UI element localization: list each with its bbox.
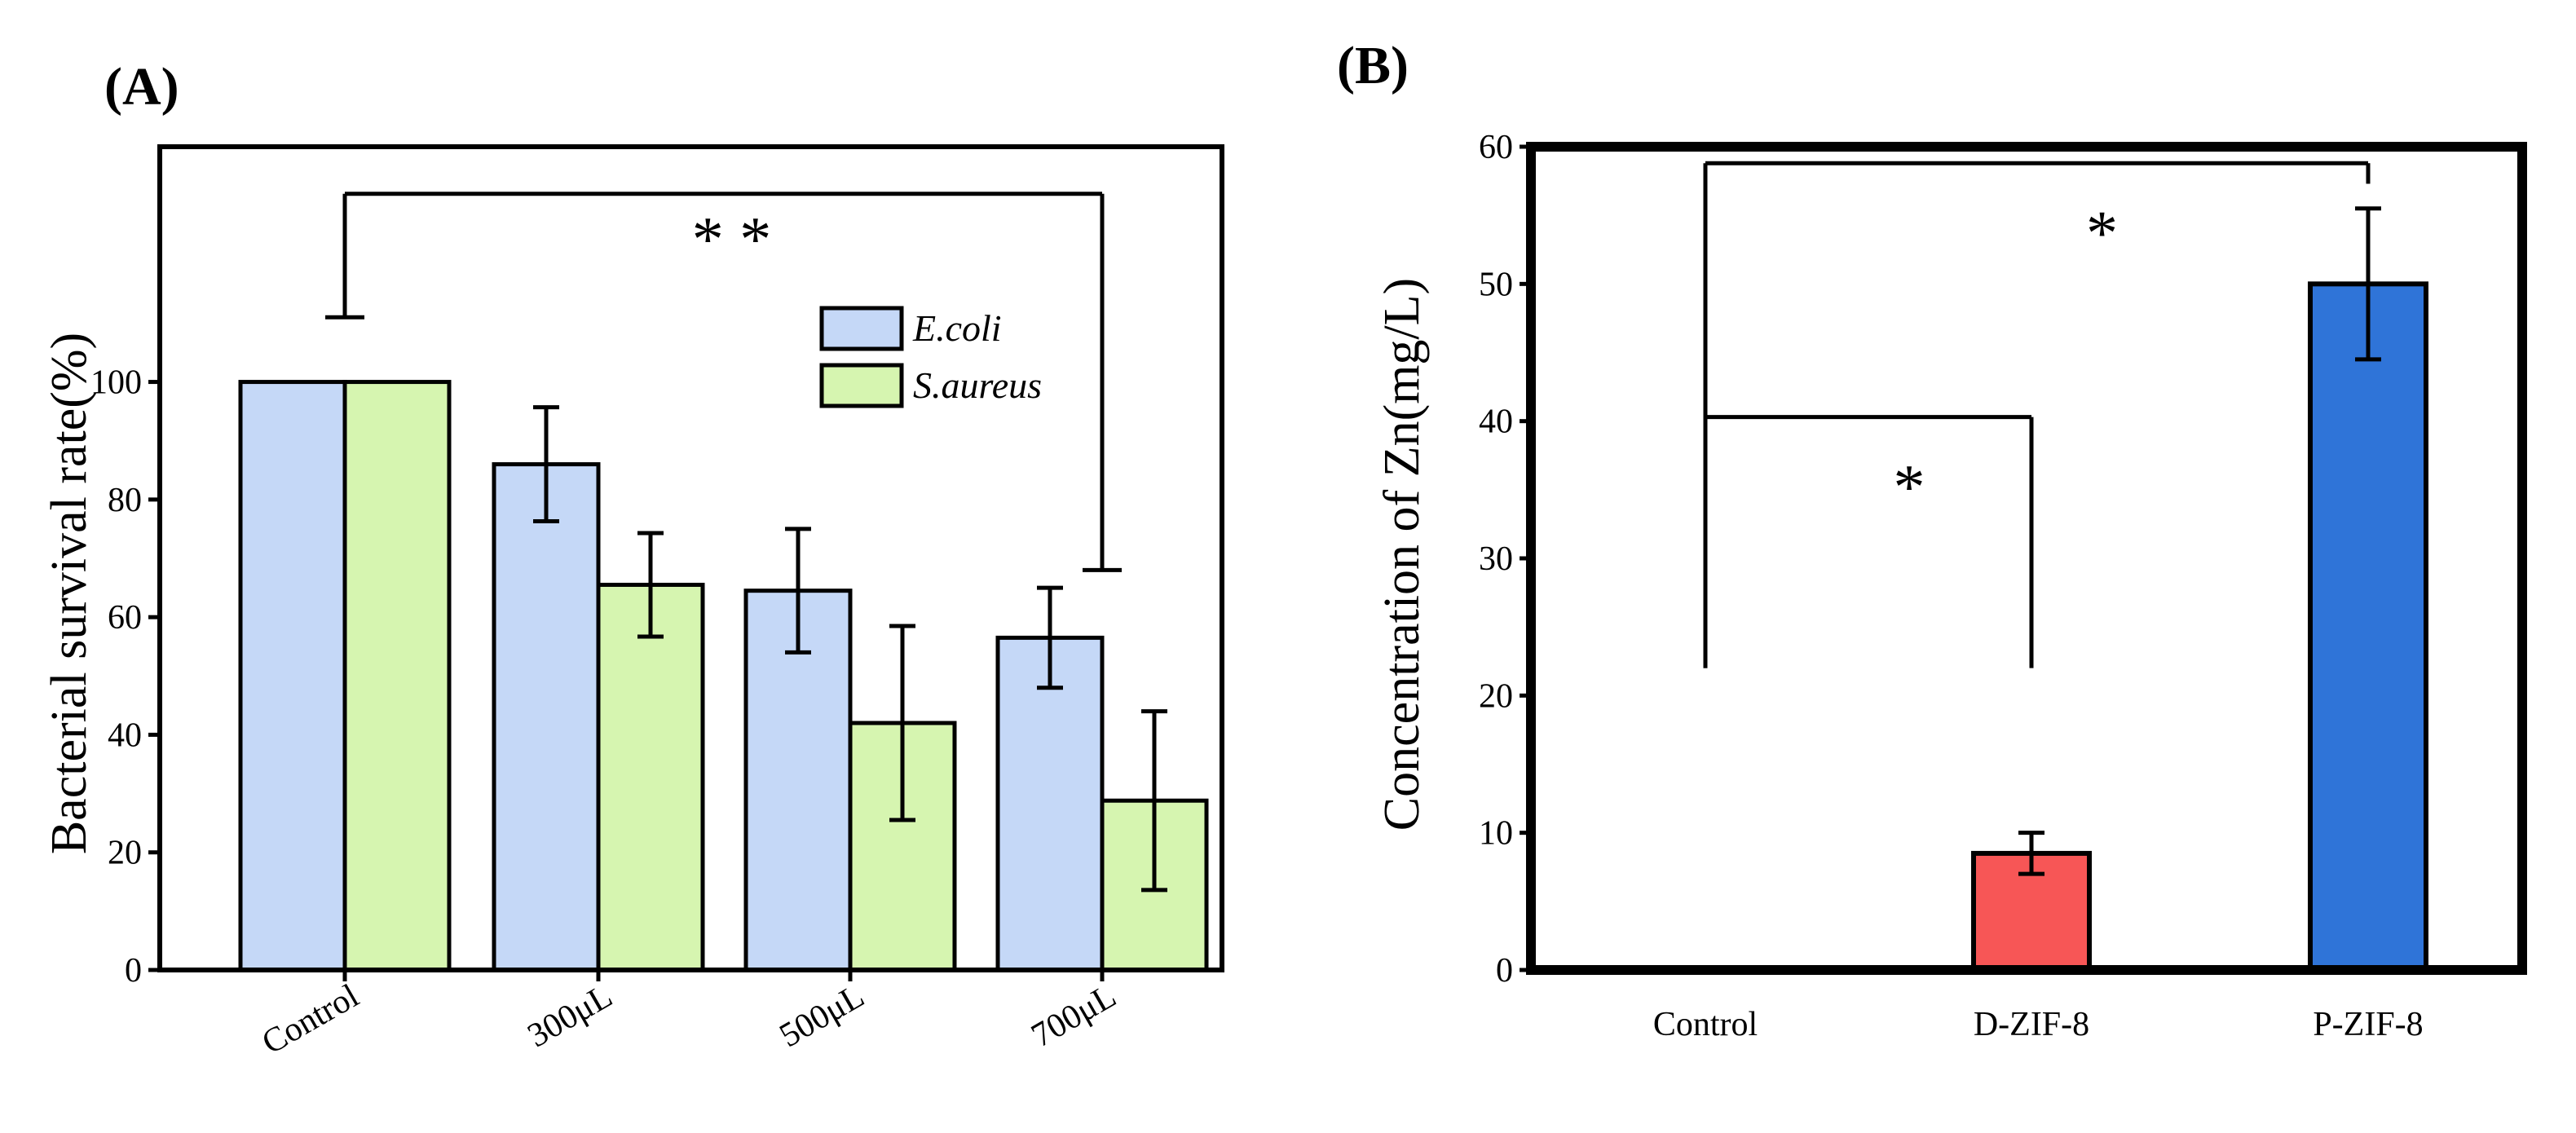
panel-a-y-axis-label: Bacterial survival rate(%) [42, 333, 97, 854]
error-bar-b-1 [2018, 831, 2044, 876]
y-tick-label-a-0: 0 [125, 952, 142, 990]
error-bar-a-0-2 [785, 527, 811, 655]
sig-label-b-0: * [2086, 197, 2118, 268]
x-tick-label-a-2: 500μL [774, 977, 871, 1055]
panel-a-y-ticks: 0 20 40 60 80 100 [90, 364, 160, 990]
bar-saureus-0 [342, 380, 452, 972]
y-tick-label-a-40: 40 [108, 716, 142, 754]
panel-a-bars [238, 380, 1209, 972]
panel-a-plot-frame [157, 144, 1224, 972]
y-tick-label-b-30: 30 [1479, 540, 1513, 578]
sig-label-a: * * [692, 204, 772, 275]
panel-b-error-bars [2018, 206, 2381, 876]
panel-b-x-ticks: Control D-ZIF-8 P-ZIF-8 [1653, 1006, 2424, 1043]
panel-a-significance: * * [325, 192, 1122, 572]
bar-ecoli-1 [492, 462, 601, 972]
bar-ecoli-0 [238, 380, 347, 972]
y-tick-label-a-100: 100 [90, 364, 142, 402]
panel-b-label: (B) [1337, 36, 1409, 95]
panel-a-label: (A) [104, 57, 179, 117]
panel-b-plot-frame [1526, 142, 2527, 975]
legend-label-saureus: S.aureus [913, 364, 1042, 406]
y-tick-label-b-40: 40 [1479, 403, 1513, 441]
panel-b-bars [1971, 281, 2428, 973]
x-tick-label-a-0: Control [256, 977, 365, 1062]
x-tick-label-b-0: Control [1653, 1006, 1758, 1043]
error-bar-b-2 [2355, 206, 2381, 362]
error-bar-a-0-1 [533, 405, 559, 524]
y-tick-label-b-0: 0 [1496, 952, 1513, 990]
bar-b-pzif8 [2308, 281, 2428, 973]
legend-swatch-ecoli [819, 306, 904, 351]
error-bar-a-1-1 [637, 531, 664, 639]
panel-b-significance: ** [1703, 161, 2371, 668]
sig-label-b-1: * [1894, 452, 1925, 522]
x-tick-label-b-2: P-ZIF-8 [2313, 1006, 2423, 1043]
x-tick-label-a-3: 700μL [1026, 977, 1123, 1055]
y-tick-label-a-80: 80 [108, 482, 142, 519]
panel-b-y-ticks: 0 10 20 30 40 50 60 [1479, 129, 1531, 990]
panel-a-legend: E.coli S.aureus [819, 306, 1042, 408]
error-bar-a-1-3 [1141, 709, 1167, 893]
y-tick-label-a-20: 20 [108, 835, 142, 872]
error-bar-a-0-3 [1037, 585, 1063, 690]
legend-swatch-saureus [819, 363, 904, 408]
panel-b: (B) Concentration of Zn(mg/L) 0 10 20 30 40 5… [1337, 36, 2527, 1043]
panel-a-x-ticks: Control 300μL 500μL 700μL [256, 970, 1123, 1062]
y-tick-label-a-60: 60 [108, 599, 142, 637]
error-bar-a-1-2 [889, 624, 915, 822]
panel-b-y-axis-label: Concentration of Zn(mg/L) [1374, 278, 1430, 831]
x-tick-label-b-1: D-ZIF-8 [1974, 1006, 2089, 1043]
legend-label-ecoli: E.coli [912, 307, 1002, 349]
y-tick-label-b-50: 50 [1479, 266, 1513, 303]
y-tick-label-b-60: 60 [1479, 129, 1513, 166]
x-tick-label-a-1: 300μL [522, 977, 619, 1055]
bar-saureus-1 [596, 582, 705, 972]
panel-a-error-bars [533, 405, 1167, 893]
y-tick-label-b-20: 20 [1479, 677, 1513, 715]
y-tick-label-b-10: 10 [1479, 815, 1513, 853]
panel-a: (A) Bacterial survival rate(%) 0 20 40 60 80… [42, 57, 1224, 1062]
